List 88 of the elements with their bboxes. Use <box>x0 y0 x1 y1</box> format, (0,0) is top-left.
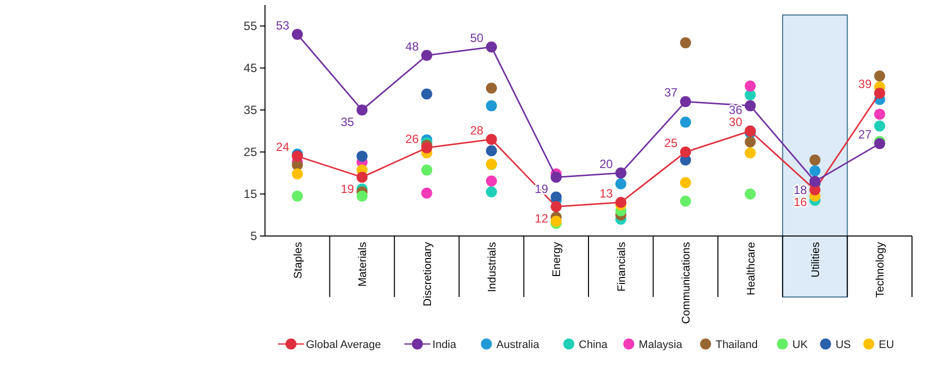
legend-label: Thailand <box>716 339 758 351</box>
point <box>809 165 820 176</box>
point <box>874 88 886 99</box>
point <box>486 134 497 145</box>
data-label: 18 <box>794 182 808 197</box>
x-tick-label: Materials <box>357 242 370 287</box>
x-tick-label: Utilities <box>810 242 822 278</box>
x-tick-label: Industrials <box>486 242 498 292</box>
legend-label: Australia <box>496 339 540 351</box>
point <box>744 80 756 92</box>
x-tick-label: Healthcare <box>745 242 758 296</box>
point <box>356 190 368 202</box>
point <box>874 108 886 120</box>
point <box>615 178 626 190</box>
point <box>292 168 303 180</box>
data-label: 35 <box>340 115 354 129</box>
legend-label: EU <box>878 339 894 351</box>
legend-label: US <box>836 339 851 351</box>
point <box>744 147 756 158</box>
data-label: 28 <box>470 123 484 138</box>
x-tick-label: Technology <box>874 242 887 298</box>
legend-label: Global Average <box>306 339 382 351</box>
data-label: 36 <box>728 103 743 117</box>
y-tick-label: 55 <box>244 19 258 33</box>
data-label: 12 <box>534 212 548 226</box>
data-label: 20 <box>599 157 614 171</box>
point <box>421 164 432 176</box>
point <box>744 136 756 148</box>
point <box>486 82 497 94</box>
y-tick-label: 15 <box>244 187 258 201</box>
data-label: 19 <box>340 182 354 196</box>
point <box>550 191 562 202</box>
point <box>744 100 756 112</box>
y-tick-label: 35 <box>244 103 258 117</box>
y-tick-label: 5 <box>250 229 258 243</box>
point <box>744 188 756 200</box>
x-tick-label: Discretionary <box>422 242 434 306</box>
point <box>550 172 562 183</box>
data-label: 48 <box>405 39 420 54</box>
legend-label: China <box>578 339 608 351</box>
data-label: 25 <box>664 136 678 150</box>
point <box>615 196 626 208</box>
point <box>744 89 756 100</box>
point <box>680 37 692 48</box>
point <box>421 50 432 61</box>
data-label: 16 <box>794 194 808 209</box>
legend-label: UK <box>792 339 808 351</box>
data-label: 39 <box>858 77 872 92</box>
point <box>486 42 497 52</box>
point <box>421 88 432 100</box>
point <box>421 142 432 154</box>
data-label: 24 <box>276 140 290 154</box>
data-label: 30 <box>728 115 743 129</box>
x-tick-label: Staples <box>292 242 304 279</box>
x-tick-label: Communications <box>680 242 693 324</box>
point <box>356 150 368 162</box>
data-label: 13 <box>599 186 614 200</box>
point <box>421 188 432 199</box>
point <box>680 177 692 188</box>
point <box>292 190 303 202</box>
y-tick-label: 25 <box>244 145 258 159</box>
point <box>550 201 562 212</box>
point <box>486 100 497 112</box>
data-label: 50 <box>470 31 484 45</box>
point <box>680 116 692 128</box>
data-label: 53 <box>276 18 290 32</box>
point <box>486 186 497 198</box>
point <box>874 138 886 150</box>
x-tick-label: Energy <box>551 242 564 277</box>
point <box>680 196 692 207</box>
point <box>680 96 692 108</box>
point <box>809 154 820 166</box>
point <box>486 175 497 186</box>
point <box>356 104 368 116</box>
data-label: 26 <box>405 132 420 146</box>
x-tick-label: Financials <box>616 242 628 292</box>
point <box>874 70 886 82</box>
point <box>356 172 368 183</box>
data-label: 27 <box>858 128 872 142</box>
y-tick-label: 45 <box>244 61 258 75</box>
legend-label: India <box>432 339 458 351</box>
point <box>292 28 303 40</box>
point <box>809 176 820 187</box>
data-label: 37 <box>664 86 678 100</box>
point <box>680 146 692 158</box>
point <box>486 145 497 156</box>
point <box>874 120 886 132</box>
legend-label: Malaysia <box>638 339 684 351</box>
